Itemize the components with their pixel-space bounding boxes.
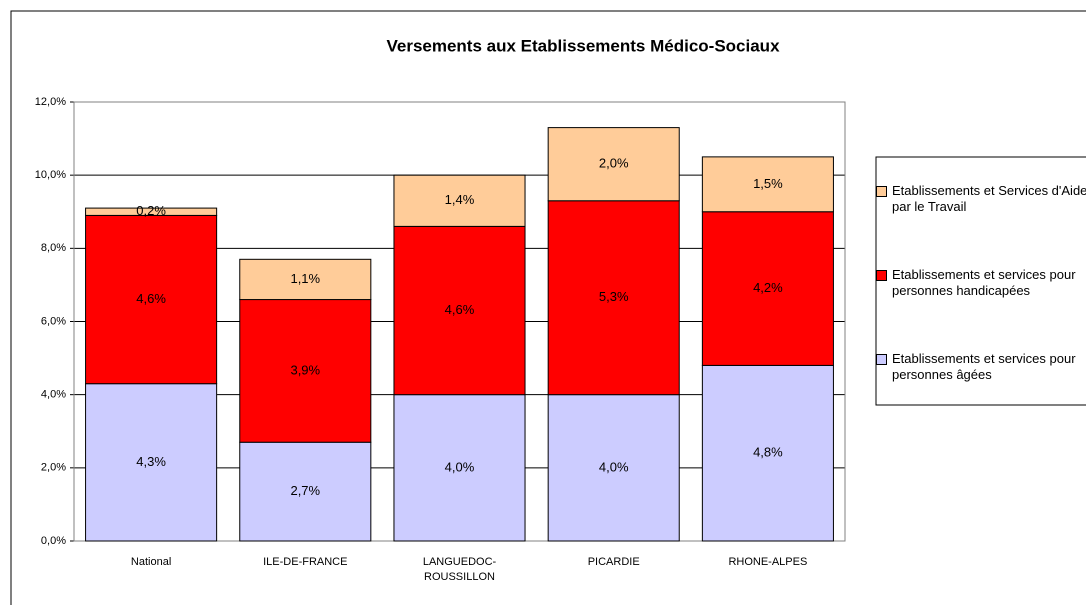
- data-label: 2,0%: [599, 156, 629, 171]
- y-tick-label: 4,0%: [41, 389, 66, 401]
- legend-swatch: [876, 270, 887, 281]
- data-label: 5,3%: [599, 289, 629, 304]
- bar-segment: [547, 394, 680, 542]
- bar-segment: [85, 214, 218, 385]
- bar-segment: [701, 364, 834, 542]
- legend-label: Etablissements et services pour personne…: [892, 351, 1076, 382]
- bar-segment: [239, 299, 372, 443]
- data-label: 4,0%: [599, 459, 629, 474]
- legend-swatch: [876, 186, 887, 197]
- bar-segment: [547, 127, 680, 202]
- bar-segment: [701, 156, 834, 213]
- data-label: 4,8%: [753, 445, 783, 460]
- y-tick-label: 2,0%: [41, 462, 66, 474]
- legend-box: [875, 156, 1086, 406]
- data-label: 1,4%: [445, 192, 475, 207]
- data-label: 4,6%: [445, 302, 475, 317]
- y-tick-label: 6,0%: [41, 315, 66, 327]
- x-tick-label: PICARDIE: [587, 556, 640, 568]
- data-label: 4,3%: [136, 454, 166, 469]
- data-label: 1,5%: [753, 176, 783, 191]
- x-tick-label: RHONE-ALPES: [728, 556, 808, 568]
- data-label: 0,2%: [136, 203, 166, 218]
- bar-segment: [239, 441, 372, 542]
- y-tick-label: 8,0%: [41, 242, 66, 254]
- x-tick-label: National: [130, 556, 172, 568]
- bar-segment: [547, 200, 680, 396]
- y-tick-label: 10,0%: [35, 169, 66, 181]
- chart-title: Versements aux Etablissements Médico-Soc…: [386, 36, 780, 55]
- data-label: 4,6%: [136, 291, 166, 306]
- bar-segment: [85, 207, 218, 216]
- data-label: 4,2%: [753, 280, 783, 295]
- data-label: 2,7%: [290, 483, 320, 498]
- legend-label: Etablissements et services pour personne…: [892, 267, 1076, 298]
- bar-segment: [393, 225, 526, 396]
- bar-segment: [239, 258, 372, 301]
- bar-segment: [85, 383, 218, 542]
- bar-segment: [393, 174, 526, 227]
- x-tick-label: ILE-DE-FRANCE: [263, 556, 348, 568]
- legend-swatch: [876, 354, 887, 365]
- bar-segment: [701, 211, 834, 366]
- data-label: 1,1%: [290, 271, 320, 286]
- y-tick-label: 12,0%: [35, 96, 66, 108]
- bar-segment: [393, 394, 526, 542]
- y-tick-label: 0,0%: [41, 535, 66, 547]
- data-label: 4,0%: [445, 459, 475, 474]
- legend-label: Etablissements et Services d'Aide par le…: [892, 183, 1086, 214]
- x-tick-label: LANGUEDOC-ROUSSILLON: [422, 556, 497, 583]
- data-label: 3,9%: [290, 362, 320, 377]
